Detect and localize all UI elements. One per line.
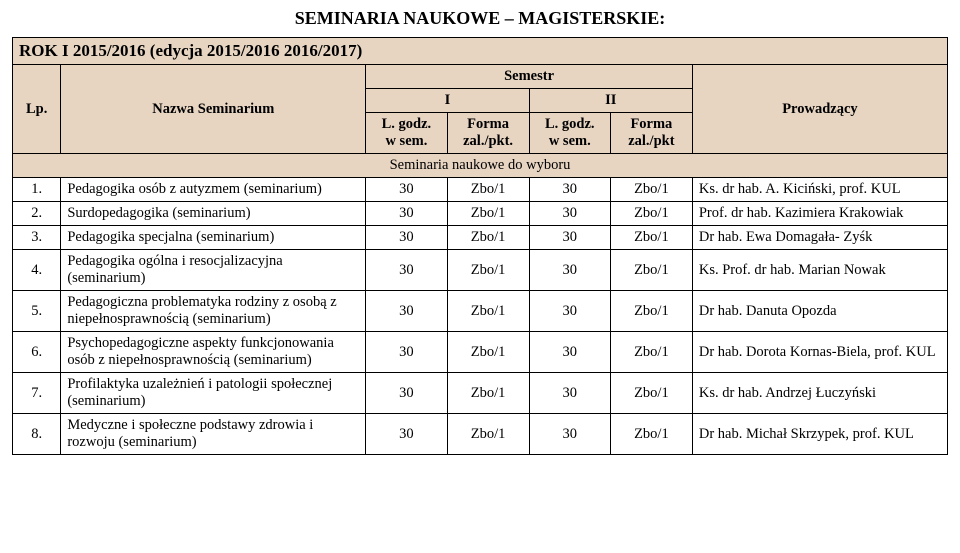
table-row: 6. Psychopedagogiczne aspekty funkcjonow… (13, 332, 948, 373)
col-sem-1: I (366, 89, 529, 113)
cell-lp: 3. (13, 226, 61, 250)
cell-c3: 30 (529, 250, 610, 291)
cell-name: Surdopedagogika (seminarium) (61, 202, 366, 226)
cell-c3: 30 (529, 373, 610, 414)
cell-c1: 30 (366, 226, 447, 250)
col-prow: Prowadzący (692, 65, 947, 154)
cell-c3: 30 (529, 202, 610, 226)
cell-c3: 30 (529, 226, 610, 250)
cell-c1: 30 (366, 332, 447, 373)
col-nazwa: Nazwa Seminarium (61, 65, 366, 154)
table-row: 7. Profilaktyka uzależnień i patologii s… (13, 373, 948, 414)
cell-c3: 30 (529, 414, 610, 455)
cell-c1: 30 (366, 202, 447, 226)
page-title: SEMINARIA NAUKOWE – MAGISTERSKIE: (12, 8, 948, 29)
col-lp: Lp. (13, 65, 61, 154)
cell-lp: 4. (13, 250, 61, 291)
cell-c4: Zbo/1 (610, 332, 692, 373)
cell-prow: Prof. dr hab. Kazimiera Krakowiak (692, 202, 947, 226)
cell-name: Profilaktyka uzależnień i patologii społ… (61, 373, 366, 414)
col-sem-2: II (529, 89, 692, 113)
cell-name: Pedagogika specjalna (seminarium) (61, 226, 366, 250)
cell-prow: Dr hab. Michał Skrzypek, prof. KUL (692, 414, 947, 455)
col-semestr: Semestr (366, 65, 693, 89)
cell-c1: 30 (366, 414, 447, 455)
cell-lp: 6. (13, 332, 61, 373)
table-row: 3. Pedagogika specjalna (seminarium) 30 … (13, 226, 948, 250)
cell-lp: 5. (13, 291, 61, 332)
cell-c2: Zbo/1 (447, 291, 529, 332)
cell-c4: Zbo/1 (610, 226, 692, 250)
cell-c1: 30 (366, 178, 447, 202)
cell-name: Pedagogiczna problematyka rodziny z osob… (61, 291, 366, 332)
cell-prow: Ks. dr hab. A. Kiciński, prof. KUL (692, 178, 947, 202)
cell-prow: Dr hab. Dorota Kornas-Biela, prof. KUL (692, 332, 947, 373)
col-lgodz-1: L. godz. w sem. (366, 113, 447, 154)
cell-name: Pedagogika ogólna i resocjalizacyjna (se… (61, 250, 366, 291)
table-row: 8. Medyczne i społeczne podstawy zdrowia… (13, 414, 948, 455)
cell-name: Medyczne i społeczne podstawy zdrowia i … (61, 414, 366, 455)
col-forma-2: Forma zal./pkt (610, 113, 692, 154)
cell-name: Psychopedagogiczne aspekty funkcjonowani… (61, 332, 366, 373)
seminar-table: ROK I 2015/2016 (edycja 2015/2016 2016/2… (12, 37, 948, 455)
cell-c1: 30 (366, 373, 447, 414)
table-row: 1. Pedagogika osób z autyzmem (seminariu… (13, 178, 948, 202)
cell-c2: Zbo/1 (447, 332, 529, 373)
cell-c4: Zbo/1 (610, 373, 692, 414)
cell-c2: Zbo/1 (447, 178, 529, 202)
cell-c4: Zbo/1 (610, 250, 692, 291)
section-header: Seminaria naukowe do wyboru (13, 154, 948, 178)
table-row: 4. Pedagogika ogólna i resocjalizacyjna … (13, 250, 948, 291)
cell-c1: 30 (366, 291, 447, 332)
cell-c4: Zbo/1 (610, 178, 692, 202)
cell-prow: Dr hab. Ewa Domagała- Zyśk (692, 226, 947, 250)
cell-lp: 7. (13, 373, 61, 414)
cell-c3: 30 (529, 291, 610, 332)
cell-name: Pedagogika osób z autyzmem (seminarium) (61, 178, 366, 202)
cell-c2: Zbo/1 (447, 250, 529, 291)
cell-c4: Zbo/1 (610, 291, 692, 332)
cell-c2: Zbo/1 (447, 202, 529, 226)
table-row: 2. Surdopedagogika (seminarium) 30 Zbo/1… (13, 202, 948, 226)
cell-c2: Zbo/1 (447, 226, 529, 250)
cell-c4: Zbo/1 (610, 414, 692, 455)
cell-c2: Zbo/1 (447, 414, 529, 455)
cell-lp: 8. (13, 414, 61, 455)
cell-lp: 2. (13, 202, 61, 226)
cell-lp: 1. (13, 178, 61, 202)
cell-prow: Ks. dr hab. Andrzej Łuczyński (692, 373, 947, 414)
cell-c2: Zbo/1 (447, 373, 529, 414)
table-row: 5. Pedagogiczna problematyka rodziny z o… (13, 291, 948, 332)
col-forma-1: Forma zal./pkt. (447, 113, 529, 154)
cell-c3: 30 (529, 178, 610, 202)
cell-c4: Zbo/1 (610, 202, 692, 226)
year-header: ROK I 2015/2016 (edycja 2015/2016 2016/2… (13, 38, 948, 65)
cell-c3: 30 (529, 332, 610, 373)
col-lgodz-2: L. godz. w sem. (529, 113, 610, 154)
cell-prow: Ks. Prof. dr hab. Marian Nowak (692, 250, 947, 291)
cell-c1: 30 (366, 250, 447, 291)
cell-prow: Dr hab. Danuta Opozda (692, 291, 947, 332)
